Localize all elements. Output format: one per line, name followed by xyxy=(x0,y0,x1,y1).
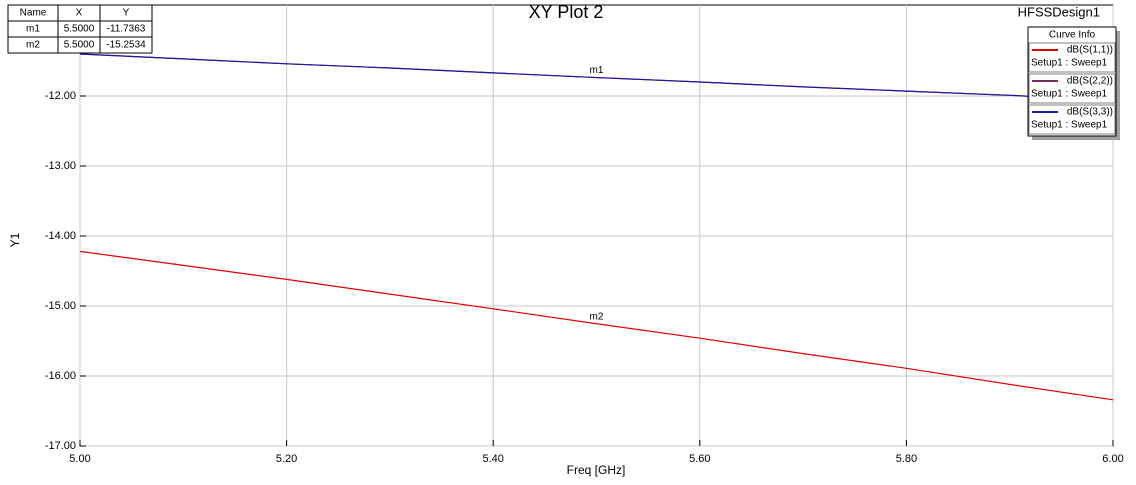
x-tick-label: 5.80 xyxy=(896,453,917,465)
legend-solution: Setup1 : Sweep1 xyxy=(1031,89,1108,100)
marker-table: Name X Ym1 5.5000 -11.7363 m2 5.5000 -15.2534 xyxy=(7,4,153,54)
table-cell: m1 xyxy=(26,24,40,35)
series-line xyxy=(80,250,1113,401)
legend: Curve Info dB(S(1,1)) Setup1 : Sweep1 dB(S(… xyxy=(1027,26,1120,140)
table-cell: -15.2534 xyxy=(106,40,146,51)
y-tick-label: -14.00 xyxy=(45,230,76,242)
markers: m1 m2 xyxy=(590,65,604,322)
x-tick-label: 5.40 xyxy=(482,453,503,465)
x-tick-label: 5.60 xyxy=(689,453,710,465)
legend-solution: Setup1 : Sweep1 xyxy=(1031,58,1108,69)
x-axis-label: Freq [GHz] xyxy=(567,463,626,477)
legend-item-box xyxy=(1028,73,1116,104)
table-header: Name xyxy=(20,8,47,19)
table-cell: -11.7363 xyxy=(107,24,146,35)
y-axis-label: Y1 xyxy=(8,232,22,247)
legend-entry: dB(S(3,3)) xyxy=(1067,107,1113,118)
table-cell: 5.5000 xyxy=(64,40,95,51)
table-box xyxy=(7,4,153,54)
chart-title: XY Plot 2 xyxy=(529,2,604,22)
lines xyxy=(80,53,1113,401)
legend-solution: Setup1 : Sweep1 xyxy=(1031,120,1108,131)
y-tick-label: -13.00 xyxy=(45,160,76,172)
y-tick-label: -16.00 xyxy=(45,370,76,382)
x-tick-label: 6.00 xyxy=(1102,453,1123,465)
y-tick-label: -15.00 xyxy=(45,300,76,312)
x-tick-label: 5.20 xyxy=(276,453,297,465)
x-tick-label: 5.00 xyxy=(69,453,90,465)
legend-title: Curve Info xyxy=(1049,30,1096,41)
plot-area xyxy=(79,4,1114,447)
legend-entry: dB(S(2,2)) xyxy=(1067,76,1113,87)
ticks: 5.00 5.20 5.40 5.60 5.80 6.00 -17.00 -16.00 -15.… xyxy=(45,90,1124,465)
legend-item-box xyxy=(1028,42,1116,73)
design-name: HFSSDesign1 xyxy=(1018,4,1100,19)
y-tick-label: -12.00 xyxy=(45,90,76,102)
table-cell: m2 xyxy=(26,40,40,51)
table-cell: 5.5000 xyxy=(64,24,95,35)
legend-entry: dB(S(1,1)) xyxy=(1067,45,1113,56)
table-header: X xyxy=(76,8,83,19)
series-line xyxy=(80,53,1113,101)
legend-item-box xyxy=(1028,104,1116,135)
table-header: Y xyxy=(123,8,130,19)
marker-label: m1 xyxy=(590,65,604,76)
marker-label: m2 xyxy=(590,311,604,322)
y-tick-label: -17.00 xyxy=(45,440,76,452)
